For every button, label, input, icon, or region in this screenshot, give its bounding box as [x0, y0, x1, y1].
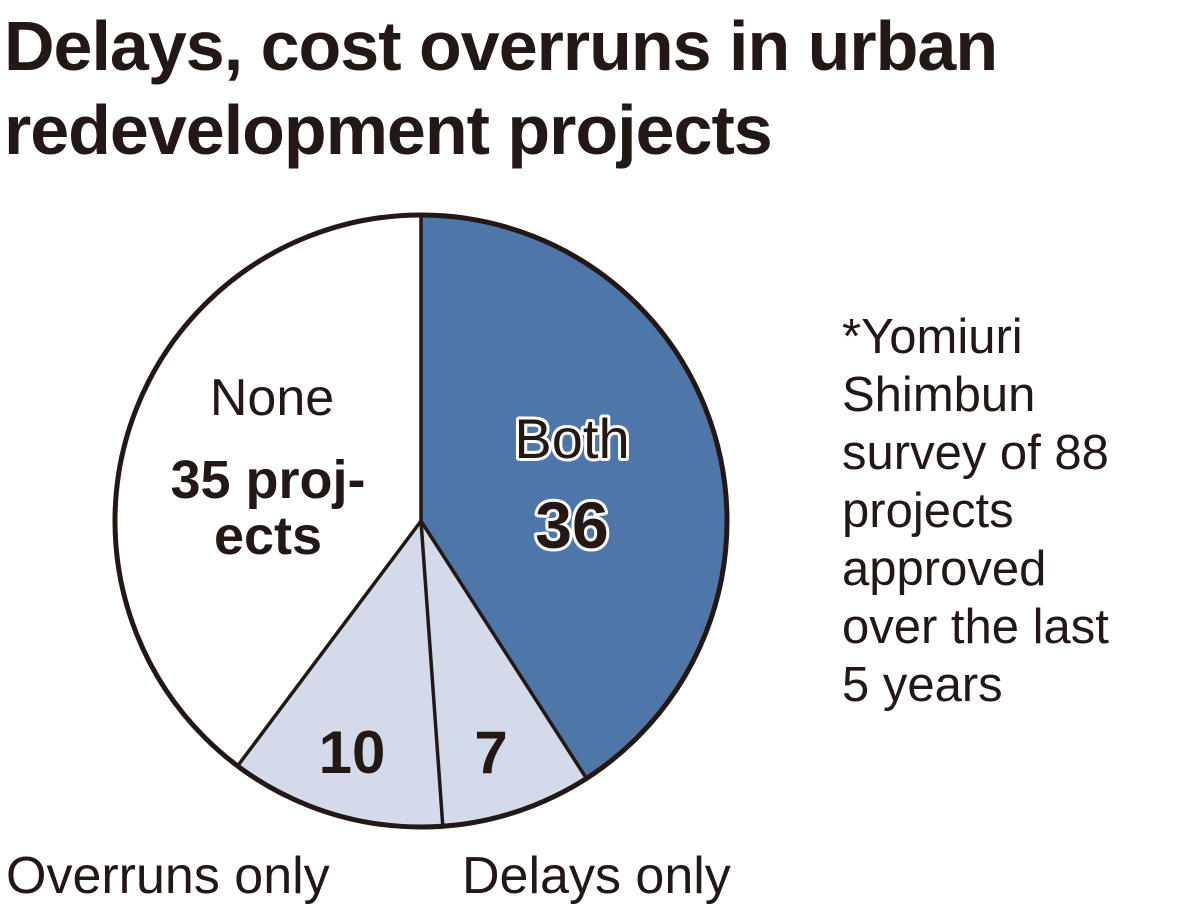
slice-separators: [236, 215, 588, 827]
slice-separator: [419, 520, 445, 827]
pie-labels: 36 Both 7 Delays only 10 Overruns only 35 proj…: [6, 369, 731, 905]
source-note-line: Shimbun: [842, 368, 1036, 422]
source-note-line: 5 years: [842, 658, 1003, 712]
source-note: *Yomiuri Shimbun survey of 88 projects a…: [842, 308, 1192, 714]
slice-value-label: 36: [535, 488, 608, 562]
source-note-line: *Yomiuri: [842, 310, 1023, 364]
source-note-line: survey of 88: [842, 426, 1109, 480]
pie-slices: [114, 215, 727, 828]
slice-category-label: Both: [514, 407, 629, 470]
slice-delays-only: [421, 521, 587, 827]
slice-separator: [236, 519, 423, 768]
slice-overruns-only: [237, 521, 443, 828]
slice-value-label: ects: [214, 506, 322, 566]
chart-title-line-2: redevelopment projects: [4, 91, 773, 169]
slice-none: [114, 215, 421, 766]
chart-title: Delays, cost overruns in urban redevelop…: [4, 4, 1194, 172]
slice-value-label: 10: [319, 719, 386, 786]
slice-category-label: Delays only: [462, 847, 731, 905]
slice-category-label: None: [210, 369, 334, 427]
source-note-line: approved: [842, 542, 1047, 596]
slice-value-label: 7: [474, 719, 507, 786]
slice-category-label: Overruns only: [6, 847, 330, 905]
pie-outline: [112, 212, 730, 830]
slice-value-label: 35 proj-: [170, 450, 365, 510]
source-note-line: projects: [842, 484, 1014, 538]
chart-title-line-1: Delays, cost overruns in urban: [4, 7, 998, 85]
source-note-line: over the last: [842, 600, 1109, 654]
slice-separator: [419, 520, 588, 780]
